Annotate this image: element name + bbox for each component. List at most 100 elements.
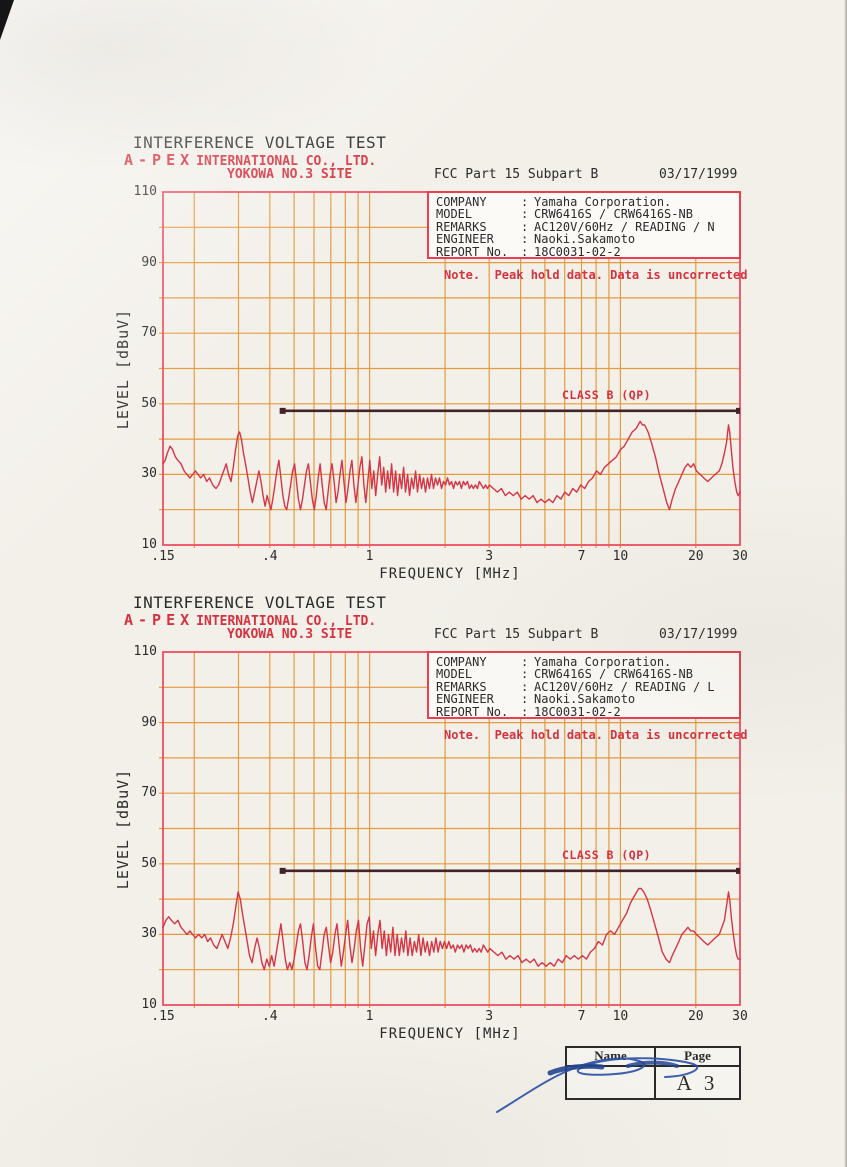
name-page-body: A 3 xyxy=(567,1067,739,1100)
info-colon: : xyxy=(521,232,529,247)
test-date: 03/17/1999 xyxy=(659,167,738,182)
lab-name: A-PEX INTERNATIONAL CO., LTD. xyxy=(124,611,376,629)
device-info-box: COMPANY: Yamaha Corporation. MODEL: CRW641… xyxy=(427,191,741,259)
lab-brand-rest: INTERNATIONAL CO., LTD. xyxy=(196,154,377,169)
x-tick-label: 20 xyxy=(687,1009,704,1024)
info-value: CRW6416S / CRW6416S-NB xyxy=(534,667,693,682)
info-value: Yamaha Corporation. xyxy=(534,195,672,209)
info-label: MODEL xyxy=(436,667,473,682)
info-label: COMPANY xyxy=(436,655,487,669)
x-tick-label: 7 xyxy=(577,549,586,564)
note-text: Note. Peak hold data. Data is uncorrecte… xyxy=(444,728,748,742)
x-tick-label: 1 xyxy=(365,1009,374,1024)
info-label: COMPANY xyxy=(436,195,487,209)
test-section-reading-n: INTERFERENCE VOLTAGE TEST A-PEX INTERNATI… xyxy=(0,130,847,590)
test-site: YOKOWA NO.3 SITE xyxy=(227,167,353,182)
y-tick-label: 50 xyxy=(141,855,157,871)
y-tick-label: 110 xyxy=(133,184,157,199)
emi-plot-reading-l: COMPANY: Yamaha Corporation. MODEL: CRW641… xyxy=(114,644,748,1042)
x-tick-label: 10 xyxy=(612,1009,629,1024)
x-tick-label: 7 xyxy=(577,1009,586,1024)
info-value: Naoki.Sakamoto xyxy=(534,232,636,247)
y-tick-label: 70 xyxy=(141,325,157,341)
name-header-cell: Name xyxy=(567,1048,656,1065)
x-axis-title: FREQUENCY [MHz] xyxy=(379,566,521,582)
info-row-model: MODEL: CRW6416S / CRW6416S-NB xyxy=(436,667,739,682)
emission-trace xyxy=(162,420,741,511)
info-colon: : xyxy=(521,667,529,682)
test-standard: FCC Part 15 Subpart B xyxy=(434,627,599,642)
info-colon: : xyxy=(521,692,529,707)
info-colon: : xyxy=(521,679,529,694)
y-tick-label: 70 xyxy=(141,785,157,801)
test-date: 03/17/1999 xyxy=(659,627,738,642)
y-tick-label: 30 xyxy=(141,466,157,482)
info-value: AC120V/60Hz / READING / N xyxy=(534,219,715,234)
x-tick-label: .4 xyxy=(261,549,278,564)
info-row-engineer: ENGINEER: Naoki.Sakamoto xyxy=(436,692,739,707)
emission-trace xyxy=(162,887,741,971)
lab-name: A-PEX INTERNATIONAL CO., LTD. xyxy=(124,151,376,169)
info-row-engineer: ENGINEER: Naoki.Sakamoto xyxy=(436,232,739,247)
info-label: ENGINEER xyxy=(436,692,494,707)
test-site: YOKOWA NO.3 SITE xyxy=(227,627,353,642)
y-tick-label: 10 xyxy=(141,537,157,552)
info-row-model: MODEL: CRW6416S / CRW6416S-NB xyxy=(436,207,739,222)
limit-line-end-marker xyxy=(736,407,740,414)
y-tick-label: 110 xyxy=(133,644,157,659)
info-label: REPORT No. xyxy=(436,704,509,719)
info-row-remarks: REMARKS: AC120V/60Hz / READING / N xyxy=(436,219,739,234)
page-header-cell: Page xyxy=(684,1048,711,1063)
scan-edge-shadow xyxy=(844,0,847,1167)
limit-line-start-marker xyxy=(279,867,286,874)
x-tick-label: .4 xyxy=(261,1009,278,1024)
y-tick-label: 90 xyxy=(141,254,157,270)
info-value: Yamaha Corporation. xyxy=(534,655,672,669)
info-label: ENGINEER xyxy=(436,232,494,247)
info-colon: : xyxy=(521,195,529,209)
info-colon: : xyxy=(521,704,529,719)
info-row-report-no: REPORT No.:18C0031-02-2 xyxy=(436,244,739,259)
name-page-table: Name Page A 3 xyxy=(565,1046,741,1100)
note-text: Note. Peak hold data. Data is uncorrecte… xyxy=(444,268,748,282)
limit-line-label: CLASS B (QP) xyxy=(562,848,652,862)
signature-cell xyxy=(567,1067,656,1100)
y-tick-label: 30 xyxy=(141,926,157,942)
y-tick-label: 50 xyxy=(141,395,157,411)
plot-canvas xyxy=(159,191,741,548)
grid-lines xyxy=(159,192,740,548)
x-tick-label: .15 xyxy=(151,549,175,564)
x-tick-label: 3 xyxy=(485,1009,494,1024)
x-tick-label: .15 xyxy=(151,1009,175,1024)
info-row-report-no: REPORT No.:18C0031-02-2 xyxy=(436,704,739,719)
x-tick-label: 20 xyxy=(687,549,704,564)
scan-corner-artifact xyxy=(0,0,14,40)
page-number-cell: A 3 xyxy=(676,1071,719,1095)
y-tick-label: 10 xyxy=(141,997,157,1012)
x-axis-title: FREQUENCY [MHz] xyxy=(379,1026,521,1042)
info-label: REMARKS xyxy=(436,679,487,694)
lab-brand: A-PEX xyxy=(124,151,195,169)
info-label: MODEL xyxy=(436,207,473,222)
info-label: REMARKS xyxy=(436,219,487,234)
test-section-reading-l: INTERFERENCE VOLTAGE TEST A-PEX INTERNATI… xyxy=(0,590,847,1050)
x-tick-label: 3 xyxy=(485,549,494,564)
name-page-header: Name Page xyxy=(567,1048,739,1067)
info-colon: : xyxy=(521,207,529,222)
info-row-company: COMPANY: Yamaha Corporation. xyxy=(436,195,739,209)
x-tick-label: 10 xyxy=(612,549,629,564)
info-value: 18C0031-02-2 xyxy=(534,244,621,259)
info-row-company: COMPANY: Yamaha Corporation. xyxy=(436,655,739,669)
test-standard: FCC Part 15 Subpart B xyxy=(434,167,599,182)
info-colon: : xyxy=(521,219,529,234)
info-colon: : xyxy=(521,244,529,259)
info-value: CRW6416S / CRW6416S-NB xyxy=(534,207,693,222)
info-row-remarks: REMARKS: AC120V/60Hz / READING / L xyxy=(436,679,739,694)
limit-line-label: CLASS B (QP) xyxy=(562,388,652,402)
lab-brand: A-PEX xyxy=(124,611,195,629)
y-tick-label: 90 xyxy=(141,714,157,730)
device-info-box: COMPANY: Yamaha Corporation. MODEL: CRW641… xyxy=(427,651,741,719)
x-tick-label: 30 xyxy=(732,549,748,564)
report-title: INTERFERENCE VOLTAGE TEST xyxy=(133,593,387,612)
info-label: REPORT No. xyxy=(436,244,509,259)
